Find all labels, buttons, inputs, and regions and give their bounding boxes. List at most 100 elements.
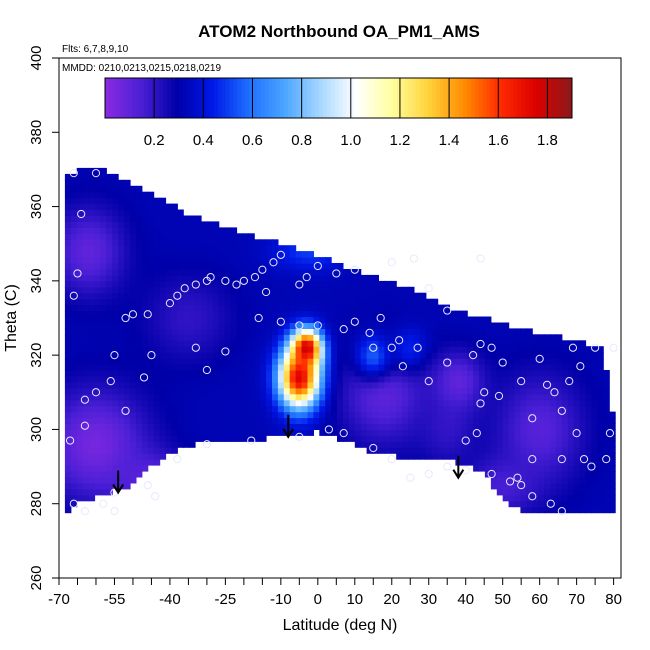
heatmap-cell — [195, 215, 202, 222]
heatmap-cell — [106, 364, 113, 371]
sample-point — [369, 443, 378, 453]
heatmap-cell — [283, 405, 291, 413]
heatmap-cell — [413, 304, 421, 312]
heatmap-cell — [343, 387, 350, 395]
heatmap-cell — [573, 375, 581, 383]
heatmap-cell — [467, 423, 474, 430]
colorbar-swatch — [178, 78, 184, 118]
heatmap-cell — [502, 453, 510, 460]
heatmap-cell — [242, 411, 249, 419]
heatmap-cell — [319, 346, 326, 353]
heatmap-cell — [496, 352, 504, 359]
heatmap-cell — [325, 417, 332, 424]
heatmap-cell — [70, 227, 78, 234]
heatmap-cell — [603, 405, 610, 413]
heatmap-cell — [171, 286, 178, 294]
colorbar-swatch — [210, 78, 215, 118]
colorbar-swatch — [533, 78, 538, 118]
heatmap-cell — [378, 423, 385, 430]
sample-point — [295, 280, 304, 289]
heatmap-cell — [183, 405, 190, 413]
heatmap-cell — [218, 310, 226, 318]
heatmap-cell — [585, 477, 592, 484]
heatmap-cell — [70, 286, 78, 294]
heatmap-cell — [289, 411, 297, 419]
heatmap-cell — [591, 482, 598, 490]
heatmap-cell — [301, 375, 308, 383]
heatmap-cell — [295, 370, 303, 377]
heatmap-cell — [70, 304, 78, 312]
heatmap-cell — [135, 471, 143, 478]
colorbar-swatch — [416, 78, 421, 118]
heatmap-cell — [82, 292, 90, 300]
colorbar-swatch — [245, 78, 250, 118]
heatmap-cell — [70, 257, 78, 264]
heatmap-cell — [94, 257, 101, 264]
heatmap-cell — [266, 292, 273, 300]
heatmap-cell — [319, 417, 326, 424]
heatmap-cell — [555, 477, 563, 484]
heatmap-cell — [579, 423, 587, 430]
heatmap-cell — [141, 387, 149, 395]
heatmap-cell — [378, 352, 385, 359]
heatmap-cell — [76, 375, 84, 383]
heatmap-cell — [218, 435, 226, 442]
heatmap-cell — [195, 435, 202, 442]
heatmap-cell — [550, 387, 557, 395]
heatmap-cell — [260, 340, 267, 347]
sample-point — [350, 265, 359, 274]
heatmap-cell — [455, 417, 462, 424]
heatmap-cell — [343, 280, 350, 288]
heatmap-cell — [437, 358, 445, 365]
heatmap-cell — [502, 423, 510, 430]
heatmap-cell — [413, 298, 421, 306]
heatmap-cell — [301, 387, 308, 395]
heatmap-cell — [473, 334, 480, 341]
heatmap-cell — [585, 500, 592, 508]
heatmap-cell — [402, 429, 409, 436]
colorbar-swatch — [311, 78, 316, 118]
heatmap-cell — [413, 364, 421, 371]
heatmap-cell — [609, 494, 616, 502]
heatmap-cell — [76, 387, 84, 395]
heatmap-cell — [212, 310, 220, 318]
heatmap-cell — [331, 411, 338, 419]
heatmap-cell — [177, 417, 184, 424]
heatmap-cell — [141, 322, 149, 329]
heatmap-cell — [526, 346, 533, 353]
heatmap-cell — [94, 209, 101, 216]
heatmap-cell — [171, 322, 178, 329]
heatmap-cell — [372, 346, 379, 353]
heatmap-cell — [88, 185, 96, 193]
heatmap-cell — [118, 358, 125, 365]
heatmap-cell — [538, 465, 545, 472]
heatmap-cell — [195, 387, 202, 395]
heatmap-cell — [141, 245, 149, 252]
heatmap-cell — [76, 429, 84, 436]
heatmap-cell — [177, 352, 184, 359]
heatmap-cell — [443, 364, 450, 371]
colorbar-swatch — [447, 78, 452, 118]
heatmap-cell — [130, 263, 137, 270]
x-axis-label: Latitude (deg N) — [283, 617, 398, 634]
heatmap-cell — [254, 364, 261, 371]
heatmap-cell — [325, 286, 332, 294]
heatmap-cell — [544, 459, 551, 466]
heatmap-cell — [218, 375, 226, 383]
heatmap-cell — [544, 482, 551, 490]
heatmap-cell — [82, 381, 90, 389]
y-tick-label: 380 — [28, 120, 45, 145]
heatmap-cell — [331, 375, 338, 383]
heatmap-cell — [112, 477, 119, 484]
heatmap-cell — [224, 417, 232, 424]
heatmap-cell — [526, 334, 533, 341]
heatmap-cell — [70, 340, 78, 347]
heatmap-cell — [153, 358, 161, 365]
heatmap-cell — [165, 429, 172, 436]
heatmap-cell — [431, 340, 439, 347]
heatmap-cell — [272, 340, 279, 347]
heatmap-cell — [585, 393, 592, 401]
heatmap-cell — [514, 364, 521, 371]
heatmap-cell — [449, 405, 456, 413]
heatmap-cell — [343, 370, 350, 377]
